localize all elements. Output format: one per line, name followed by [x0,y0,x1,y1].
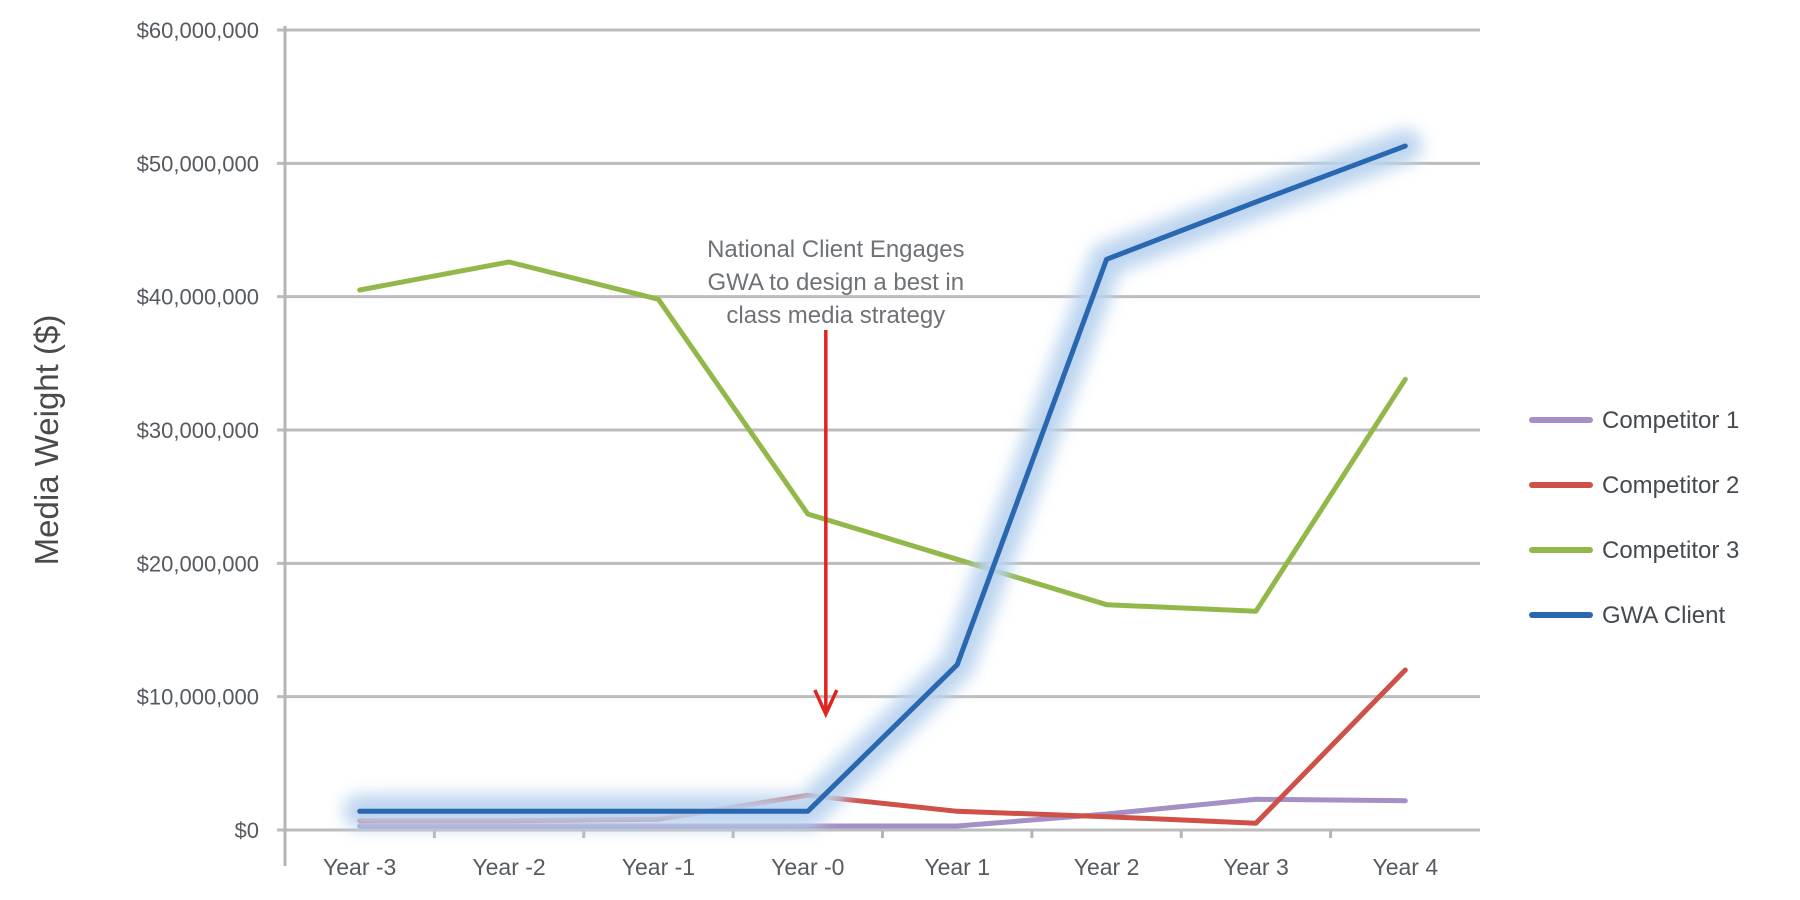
annotation-text-line: GWA to design a best in [708,269,965,296]
legend-label: GWA Client [1602,602,1725,629]
series-line-gwa-client [357,143,1408,814]
y-tick-label: $10,000,000 [137,685,259,710]
annotation-text-line: class media strategy [726,302,945,329]
y-tick-label: $40,000,000 [137,285,259,310]
axes: $0 $10,000,000 $20,000,000 $30,000,000 $40,0… [137,18,1439,880]
annotation: National Client Engages GWA to design a b… [707,236,965,719]
x-tick-label: Year -2 [472,854,545,880]
y-tick-label: $30,000,000 [137,418,259,443]
x-tick-label: Year 2 [1074,854,1140,880]
x-tick-label: Year -1 [622,854,695,880]
x-tick-label: Year -0 [771,854,844,880]
series-lines [342,129,1423,829]
annotation-text-line: National Client Engages [707,236,965,263]
y-tick-label: $50,000,000 [137,151,259,176]
legend-label: Competitor 3 [1602,537,1739,564]
x-tick-label: Year -3 [323,854,396,880]
series-line-competitor-3 [357,259,1408,614]
y-tick-label: $60,000,000 [137,18,259,43]
y-axis-label: Media Weight ($) [28,315,65,566]
x-tick-label: Year 3 [1223,854,1289,880]
y-tick-label: $0 [235,818,259,843]
x-tick-label: Year 4 [1372,854,1438,880]
y-tick-label: $20,000,000 [137,551,259,576]
x-tick-label: Year 1 [924,854,990,880]
legend: Competitor 1 Competitor 2 Competitor 3 GWA … [1529,407,1739,629]
annotation-arrow-head [813,689,839,719]
legend-label: Competitor 1 [1602,407,1739,434]
legend-label: Competitor 2 [1602,472,1739,499]
gridlines [277,28,1480,832]
